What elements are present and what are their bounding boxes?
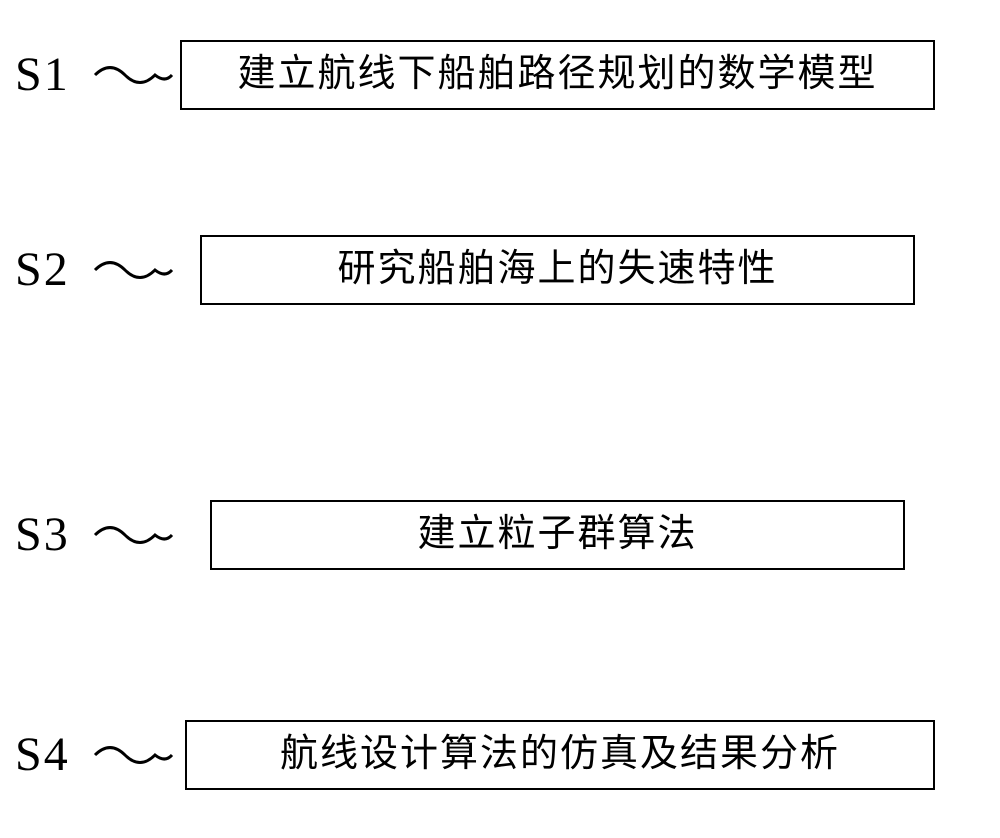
- step-label-s1: S1: [15, 47, 85, 102]
- step-box-s4: 航线设计算法的仿真及结果分析: [185, 720, 935, 790]
- step-box-s2: 研究船舶海上的失速特性: [200, 235, 915, 305]
- step-row-3: S3 建立粒子群算法: [0, 500, 1000, 570]
- step-label-s4: S4: [15, 727, 85, 782]
- step-label-s3: S3: [15, 507, 85, 562]
- step-row-2: S2 研究船舶海上的失速特性: [0, 235, 1000, 305]
- step-box-s1: 建立航线下船舶路径规划的数学模型: [180, 40, 935, 110]
- step-row-1: S1 建立航线下船舶路径规划的数学模型: [0, 40, 1000, 110]
- step-box-s3: 建立粒子群算法: [210, 500, 905, 570]
- step-label-s2: S2: [15, 242, 85, 297]
- step-row-4: S4 航线设计算法的仿真及结果分析: [0, 720, 1000, 790]
- squiggle-icon: [90, 250, 175, 290]
- squiggle-icon: [90, 515, 175, 555]
- squiggle-icon: [90, 55, 175, 95]
- squiggle-icon: [90, 735, 175, 775]
